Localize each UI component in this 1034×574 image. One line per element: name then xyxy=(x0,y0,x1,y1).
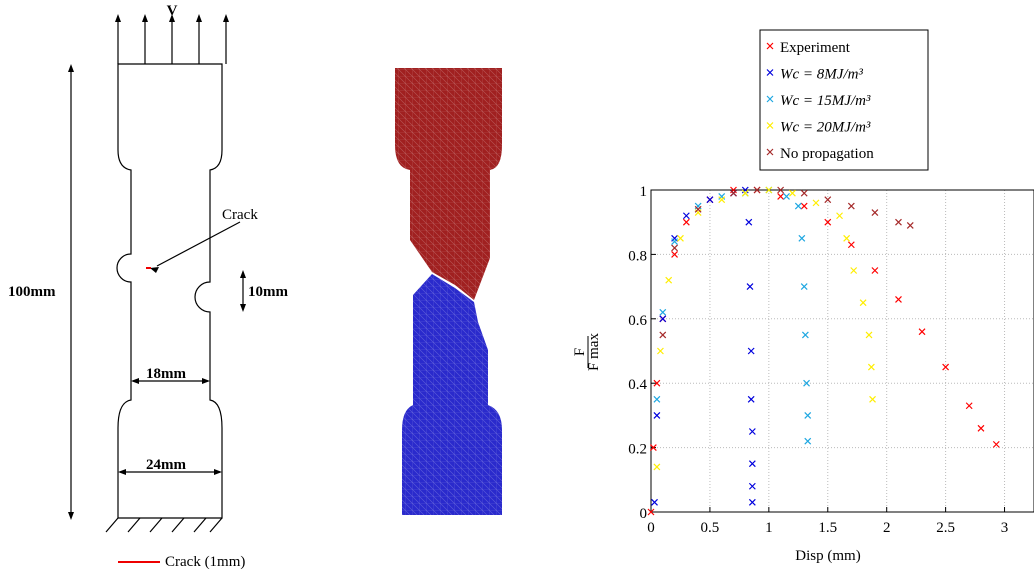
length-label: 100mm xyxy=(8,284,56,300)
y-tick-label: 0.6 xyxy=(628,313,647,329)
width-label: 24mm xyxy=(146,457,186,473)
y-tick-label: 0.8 xyxy=(628,248,647,264)
legend-label: Wc = 15MJ/m³ xyxy=(780,93,871,109)
crack-legend-label: Crack (1mm) xyxy=(165,554,245,570)
legend-label: Wc = 20MJ/m³ xyxy=(780,120,871,136)
specimen-sketch: V Crack 100mm 10mm 18mm 24mm Crack (1mm) xyxy=(8,3,288,570)
legend-label: Experiment xyxy=(780,40,851,56)
x-tick-label: 1 xyxy=(765,520,773,536)
legend-label: Wc = 8MJ/m³ xyxy=(780,67,863,83)
x-tick-label: 2 xyxy=(883,520,891,536)
y-tick-label: 0 xyxy=(640,506,648,522)
y-tick-label: 0.2 xyxy=(628,442,647,458)
crack-label: Crack xyxy=(222,207,258,223)
y-tick-label: 0.4 xyxy=(628,377,647,393)
mesh-lower-grid xyxy=(402,274,502,515)
load-label: V xyxy=(167,3,178,19)
mesh-upper-grid xyxy=(395,68,502,300)
fe-mesh xyxy=(395,68,502,515)
chart: 0 0.2 0.4 0.6 0.8 1 0 0.5 1 1.5 2 2.5 3 Disp (mm) FF m… xyxy=(572,30,1034,564)
load-arrows xyxy=(118,18,226,64)
x-tick-label: 2.5 xyxy=(936,520,955,536)
legend: Experiment Wc = 8MJ/m³ Wc = 15MJ/m³ Wc = 20… xyxy=(760,30,928,170)
plot-area xyxy=(651,190,1034,512)
arrow-heads xyxy=(68,14,246,520)
legend-label: No propagation xyxy=(780,146,874,162)
x-tick-label: 1.5 xyxy=(818,520,837,536)
y-label-denominator: F max xyxy=(586,333,602,371)
x-axis-label: Disp (mm) xyxy=(795,548,860,564)
specimen-outline xyxy=(117,64,222,518)
neck-width-label: 18mm xyxy=(146,366,186,382)
x-tick-label: 3 xyxy=(1001,520,1009,536)
figure: V Crack 100mm 10mm 18mm 24mm Crack (1mm)… xyxy=(0,0,1034,574)
y-tick-label: 1 xyxy=(640,184,648,200)
x-tick-label: 0.5 xyxy=(701,520,720,536)
notch-spacing-label: 10mm xyxy=(248,284,288,300)
y-axis-label: FF max xyxy=(572,333,602,371)
x-tick-label: 0 xyxy=(647,520,655,536)
